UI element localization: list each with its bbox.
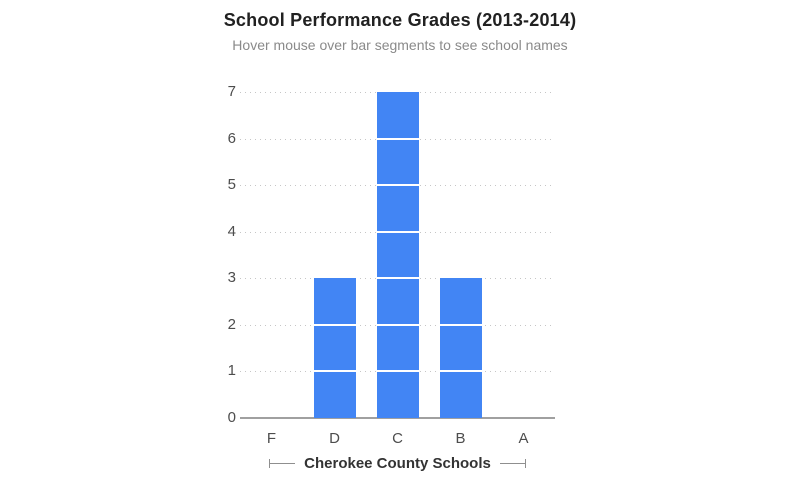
bar-B[interactable] (439, 278, 482, 418)
y-tick-label-6: 6 (227, 129, 236, 147)
bar-segment-divider-D-1 (313, 370, 356, 373)
bar-segment-divider-C-4 (376, 230, 419, 233)
chart-title: School Performance Grades (2013-2014) (223, 10, 577, 30)
x-axis-baseline (240, 417, 555, 419)
bar-segment-divider-B-1 (439, 370, 482, 373)
x-axis-title: Cherokee County Schools (240, 455, 555, 472)
bar-segment-divider-C-5 (376, 184, 419, 187)
chart-subtitle: Hover mouse over bar segments to see sch… (232, 37, 568, 53)
y-tick-label-5: 5 (227, 176, 236, 194)
y-tick-label-2: 2 (227, 315, 236, 333)
x-tick-label-B: B (455, 430, 466, 447)
y-tick-label-4: 4 (227, 222, 236, 240)
x-tick-label-A: A (518, 430, 529, 447)
y-tick-label-7: 7 (227, 83, 236, 100)
axis-bracket-right-icon (499, 459, 526, 468)
bar-C[interactable] (376, 92, 419, 418)
x-axis-title-text: Cherokee County Schools (304, 455, 491, 472)
axis-bracket-left-icon (269, 459, 296, 468)
bar-segment-divider-C-3 (376, 277, 419, 280)
x-tick-label-D: D (329, 430, 340, 447)
bar-segment-divider-B-2 (439, 323, 482, 326)
bar-segment-divider-C-2 (376, 323, 419, 326)
y-tick-label-1: 1 (227, 362, 236, 380)
bar-segment-divider-C-6 (376, 137, 419, 140)
bar-segment-divider-C-1 (376, 370, 419, 373)
y-tick-label-0: 0 (227, 409, 236, 426)
x-tick-label-C: C (392, 430, 403, 447)
x-tick-label-F: F (266, 430, 277, 447)
bar-segment-divider-D-2 (313, 323, 356, 326)
y-tick-label-3: 3 (227, 269, 236, 287)
bar-D[interactable] (313, 278, 356, 418)
